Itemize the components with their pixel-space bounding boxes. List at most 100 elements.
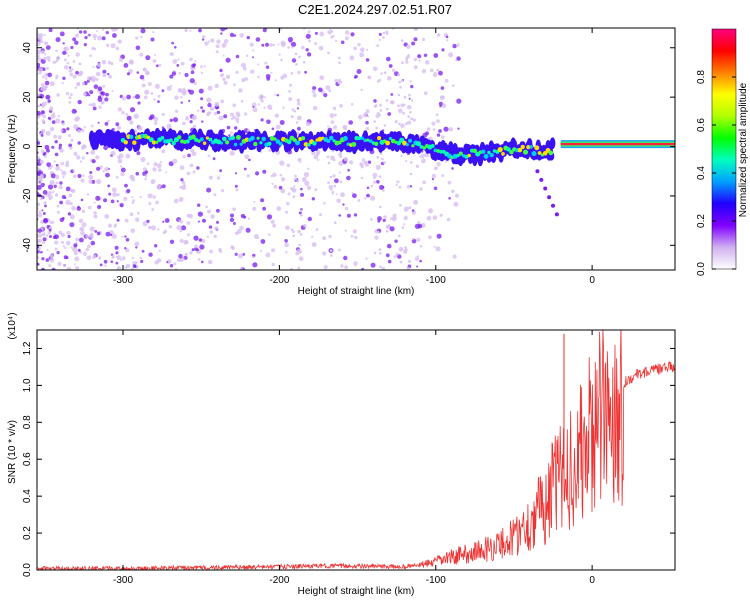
noise-speck [170, 84, 173, 87]
noise-speck [248, 158, 251, 162]
noise-speck [197, 211, 203, 217]
noise-speck [115, 251, 119, 255]
noise-speck [76, 155, 81, 160]
noise-speck [137, 125, 143, 131]
noise-speck [398, 122, 401, 126]
ridge-peak [467, 153, 471, 158]
noise-speck [117, 39, 122, 44]
ridge-peak [267, 141, 272, 146]
noise-speck [73, 243, 78, 248]
noise-speck [49, 81, 55, 87]
noise-speck [443, 126, 449, 132]
noise-speck [55, 76, 58, 80]
noise-speck [216, 39, 221, 44]
ridge-peak [221, 136, 227, 142]
noise-speck [172, 117, 179, 123]
ridge-peak [165, 139, 171, 144]
noise-speck [295, 63, 298, 66]
noise-speck [244, 77, 249, 81]
noise-speck [40, 110, 45, 115]
noise-speck [76, 82, 81, 87]
noise-speck [40, 267, 46, 270]
noise-speck [243, 128, 249, 134]
ridge-peak [489, 152, 494, 158]
noise-speck [258, 94, 264, 100]
noise-speck [86, 152, 89, 155]
noise-speck [359, 52, 365, 58]
noise-speck [124, 183, 128, 188]
noise-speck [255, 37, 261, 42]
ridge-peak [405, 142, 409, 147]
noise-speck [229, 150, 235, 156]
noise-speck [92, 256, 95, 259]
ridge-peak [529, 145, 533, 149]
noise-speck [98, 105, 102, 110]
noise-speck [37, 249, 40, 254]
noise-speck [334, 113, 337, 117]
noise-speck [125, 248, 130, 253]
noise-speck [381, 266, 386, 270]
noise-speck [139, 74, 145, 80]
noise-speck [120, 172, 125, 177]
noise-speck [121, 111, 125, 115]
noise-speck [420, 153, 425, 159]
noise-speck [91, 159, 96, 164]
noise-speck [410, 161, 413, 164]
noise-speck [435, 246, 441, 252]
noise-speck [46, 162, 52, 168]
noise-speck [37, 228, 42, 233]
noise-speck [170, 52, 174, 56]
noise-speck [153, 116, 159, 122]
noise-speck [171, 71, 177, 76]
noise-speck [212, 157, 216, 161]
noise-speck [328, 234, 332, 239]
noise-speck [438, 101, 443, 106]
noise-speck [432, 72, 438, 78]
noise-speck [405, 60, 409, 64]
noise-speck [231, 246, 235, 250]
noise-speck [379, 252, 382, 255]
noise-speck [157, 228, 160, 231]
noise-speck [102, 73, 107, 78]
noise-speck [322, 236, 327, 241]
noise-speck [173, 262, 177, 266]
noise-speck [192, 170, 196, 174]
noise-speck [81, 209, 86, 213]
noise-speck [81, 146, 85, 150]
noise-speck [247, 129, 250, 133]
noise-speck [96, 166, 101, 171]
noise-speck [67, 234, 71, 239]
ridge-peak [202, 141, 207, 145]
noise-speck [336, 198, 341, 204]
noise-speck [282, 106, 285, 109]
noise-speck [375, 164, 381, 170]
noise-speck [60, 169, 63, 172]
noise-speck [88, 179, 93, 184]
noise-speck [373, 180, 377, 184]
noise-speck [436, 119, 440, 123]
noise-speck [53, 184, 57, 188]
noise-speck [135, 36, 139, 40]
noise-speck [448, 127, 453, 132]
noise-speck [37, 255, 40, 260]
noise-speck [196, 248, 199, 252]
noise-speck [311, 89, 316, 94]
noise-speck [379, 205, 382, 209]
noise-speck [56, 204, 60, 208]
noise-speck [42, 190, 48, 195]
noise-speck [323, 93, 328, 98]
noise-speck [426, 127, 431, 131]
noise-speck [357, 43, 361, 47]
noise-speck [312, 93, 317, 98]
noise-speck [305, 121, 311, 127]
ridge-blob [549, 137, 556, 150]
ridge-peak [439, 149, 443, 154]
noise-speck [381, 157, 384, 161]
y-tick-label: -40 [22, 238, 33, 253]
noise-speck [176, 225, 182, 231]
noise-speck [116, 218, 120, 222]
noise-speck [440, 86, 445, 90]
noise-speck [385, 229, 389, 233]
noise-speck [329, 113, 335, 119]
